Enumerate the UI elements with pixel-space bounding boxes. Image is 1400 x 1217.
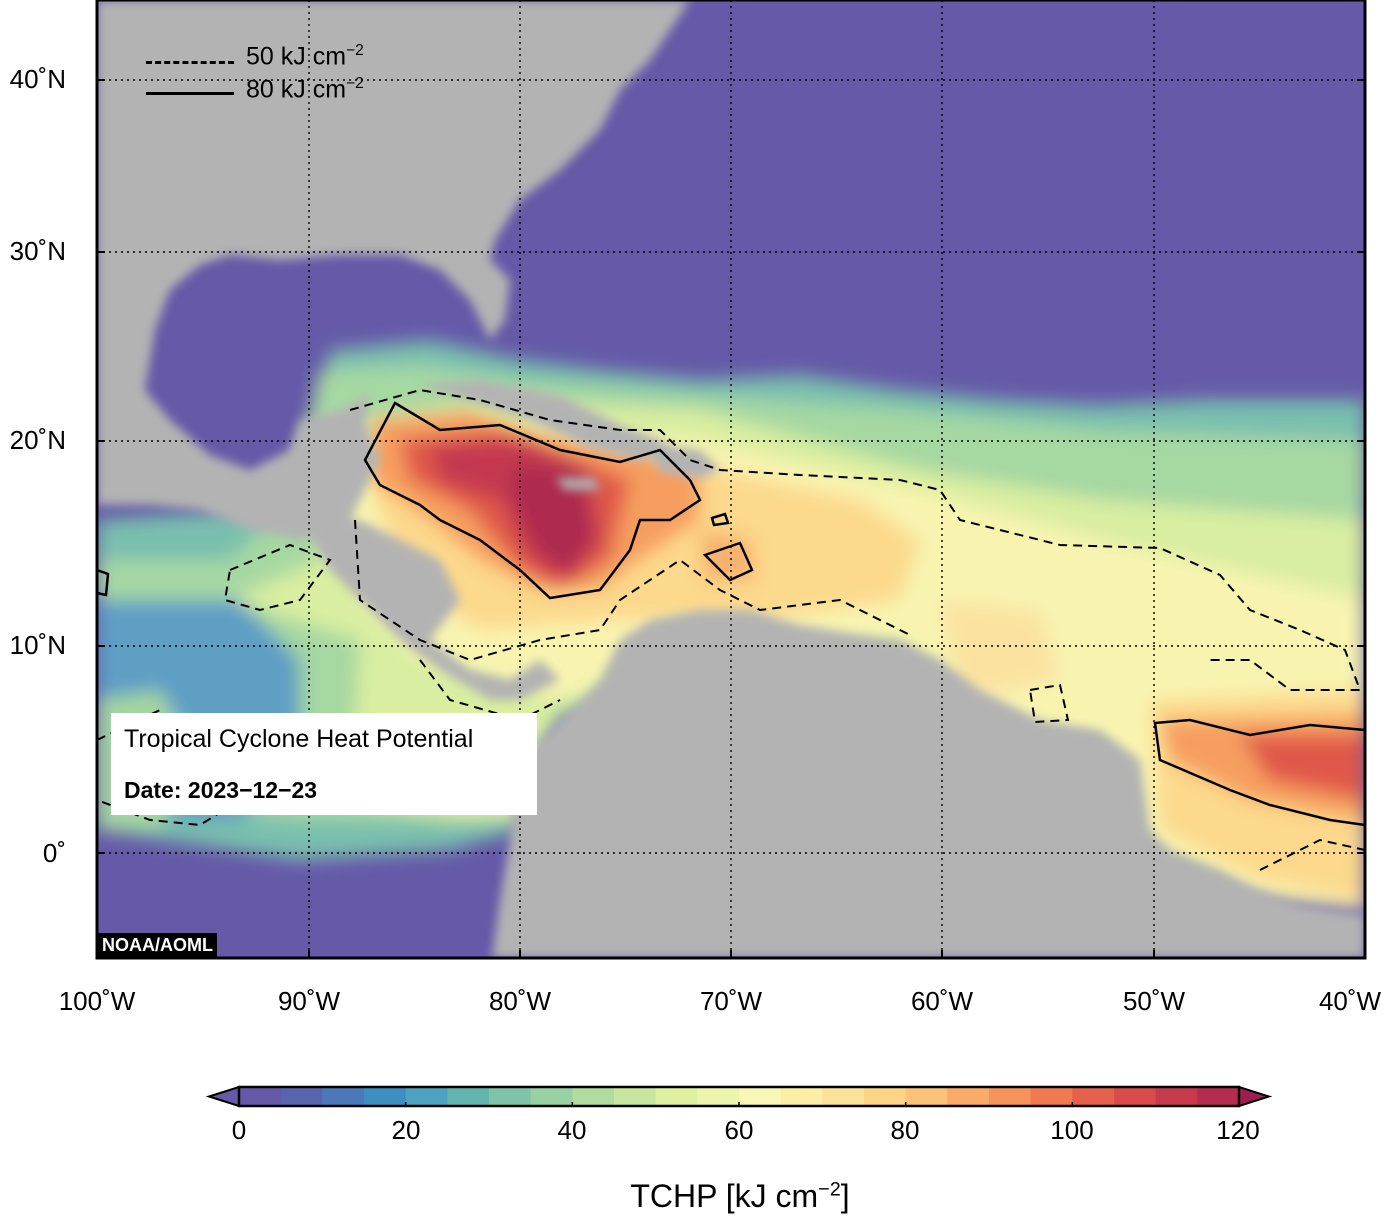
colorbar-tick-label: 120 <box>1216 1115 1260 1145</box>
land <box>97 0 1365 958</box>
lat-label-0: 0˚ <box>42 838 66 868</box>
colorbar-tick-label: 40 <box>557 1115 587 1145</box>
colorbar-segment <box>614 1087 657 1106</box>
colorbar-segment <box>864 1087 907 1106</box>
colorbar-segment <box>947 1087 990 1106</box>
axis-ticks <box>97 79 1365 958</box>
colorbar-tick-label: 100 <box>1050 1115 1094 1145</box>
legend-solid-line <box>146 92 234 95</box>
colorbar-tick-label: 80 <box>890 1115 920 1145</box>
map-title: Tropical Cyclone Heat Potential <box>124 725 474 753</box>
lon-label-80w: 80˚W <box>488 986 552 1016</box>
lon-label-90w: 90˚W <box>277 986 341 1016</box>
colorbar-segment <box>447 1087 490 1106</box>
colorbar-segment <box>905 1087 948 1106</box>
legend-dashed-label: 50 kJ cm−2 <box>246 42 364 71</box>
lon-label-60w: 60˚W <box>910 986 974 1016</box>
colorbar-segment <box>364 1087 407 1106</box>
lon-label-40w: 40˚W <box>1318 986 1382 1016</box>
colorbar <box>205 1085 1273 1108</box>
colorbar-segment <box>239 1087 282 1106</box>
lat-label-30n: 30˚N <box>9 236 66 266</box>
map-date: Date: 2023−12−23 <box>124 777 318 803</box>
contour-80-kj <box>97 401 1365 827</box>
colorbar-segment <box>489 1087 532 1106</box>
colorbar-title: TCHP [kJ cm−2] <box>630 1178 850 1214</box>
colorbar-segment <box>1197 1087 1240 1106</box>
lat-label-40n: 40˚N <box>9 64 66 94</box>
colorbar-segment <box>822 1087 865 1106</box>
colorbar-segment <box>989 1087 1032 1106</box>
colorbar-segment <box>1114 1087 1157 1106</box>
colorbar-tick-label: 0 <box>231 1115 247 1145</box>
credit-badge: NOAA/AOML <box>98 933 217 957</box>
colorbar-segment <box>322 1087 365 1106</box>
lat-label-20n: 20˚N <box>9 425 66 455</box>
legend-solid-label: 80 kJ cm−2 <box>246 75 364 104</box>
colorbar-under-arrow <box>205 1085 240 1108</box>
colorbar-segment <box>697 1087 740 1106</box>
colorbar-tick-label: 20 <box>391 1115 421 1145</box>
colorbar-segment <box>739 1087 782 1106</box>
colorbar-segment <box>1155 1087 1198 1106</box>
lon-label-50w: 50˚W <box>1122 986 1186 1016</box>
colorbar-over-arrow <box>1238 1085 1273 1108</box>
colorbar-tick-label: 60 <box>724 1115 754 1145</box>
lon-label-100w: 100˚W <box>58 986 136 1016</box>
colorbar-segment <box>780 1087 823 1106</box>
colorbar-segment <box>655 1087 698 1106</box>
contour-50-kj <box>97 388 1365 871</box>
legend-dashed-line <box>146 61 234 64</box>
colorbar-segment <box>405 1087 448 1106</box>
colorbar-segment <box>572 1087 615 1106</box>
lat-label-10n: 10˚N <box>9 630 66 660</box>
lon-label-70w: 70˚W <box>699 986 763 1016</box>
info-box: Tropical Cyclone Heat Potential Date: 20… <box>111 713 537 815</box>
colorbar-segment <box>530 1087 573 1106</box>
map-panel <box>97 0 1365 958</box>
colorbar-segment <box>280 1087 323 1106</box>
colorbar-segment <box>1030 1087 1073 1106</box>
colorbar-segment <box>1072 1087 1115 1106</box>
